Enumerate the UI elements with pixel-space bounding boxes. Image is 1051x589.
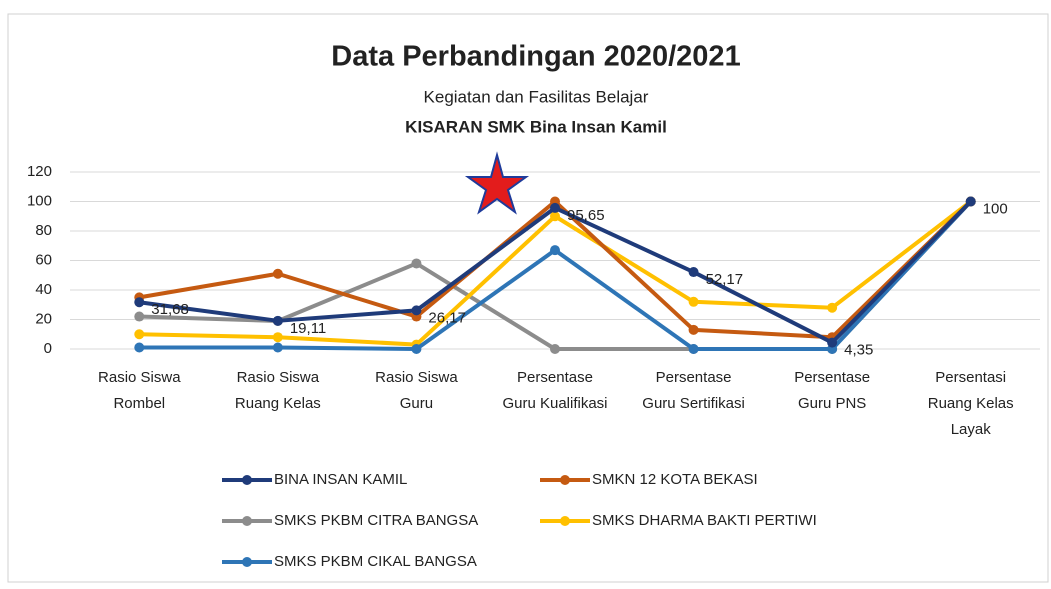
legend-label: SMKN 12 KOTA BEKASI [592, 471, 758, 488]
legend-marker [242, 475, 252, 485]
data-point [827, 337, 838, 348]
data-label: 52,17 [706, 271, 744, 288]
y-tick-label: 60 [35, 251, 52, 268]
chart-subtitle: Kegiatan dan Fasilitas Belajar [424, 87, 649, 106]
x-tick-label: Ruang Kelas [235, 395, 321, 412]
data-point [688, 296, 699, 307]
data-point [688, 267, 699, 278]
x-tick-label: Persentasi [935, 369, 1006, 386]
data-point [134, 311, 145, 322]
data-point [411, 305, 422, 316]
data-label: 4,35 [844, 342, 873, 359]
data-label: 19,11 [290, 320, 326, 337]
data-point [827, 302, 838, 313]
data-point [965, 196, 976, 207]
data-label: 95,65 [567, 207, 605, 224]
data-point [134, 297, 145, 308]
legend-label: SMKS PKBM CIKAL BANGSA [274, 553, 477, 570]
legend-label: SMKS PKBM CITRA BANGSA [274, 512, 478, 529]
chart-title: Data Perbandingan 2020/2021 [331, 41, 740, 73]
y-tick-label: 120 [27, 163, 52, 180]
data-point [134, 342, 145, 353]
data-label: 31,68 [151, 301, 189, 318]
data-point [688, 344, 699, 354]
data-label: 26,17 [428, 309, 466, 326]
data-point [550, 202, 560, 213]
data-point [272, 342, 283, 353]
y-tick-label: 40 [35, 281, 52, 298]
x-tick-label: Persentase [656, 369, 732, 386]
y-tick-label: 0 [44, 340, 52, 357]
data-point [550, 245, 560, 256]
legend-marker [560, 516, 570, 526]
data-point [411, 344, 422, 354]
data-point [688, 324, 699, 335]
star-annotation [464, 151, 530, 215]
legend-marker [242, 516, 252, 526]
chart-subtitle: KISARAN SMK Bina Insan Kamil [405, 117, 667, 136]
x-tick-label: Persentase [794, 369, 870, 386]
legend-label: SMKS DHARMA BAKTI PERTIWI [592, 512, 817, 529]
data-point [550, 344, 560, 354]
x-tick-label: Persentase [517, 369, 593, 386]
data-point [411, 258, 422, 269]
y-tick-label: 20 [35, 310, 52, 327]
x-tick-label: Guru Sertifikasi [642, 395, 745, 412]
x-tick-label: Rasio Siswa [237, 369, 320, 386]
y-tick-label: 80 [35, 222, 52, 239]
x-tick-label: Guru PNS [798, 395, 866, 412]
x-tick-label: Layak [951, 421, 992, 438]
data-point [272, 268, 283, 279]
x-tick-label: Guru Kualifikasi [502, 395, 607, 412]
x-tick-label: Guru [400, 395, 433, 412]
x-tick-label: Ruang Kelas [928, 395, 1014, 412]
x-tick-label: Rombel [113, 395, 165, 412]
y-tick-label: 100 [27, 192, 52, 209]
x-tick-label: Rasio Siswa [375, 369, 458, 386]
legend-marker [242, 557, 252, 567]
data-point [272, 315, 283, 326]
legend-label: BINA INSAN KAMIL [274, 471, 407, 488]
legend-marker [560, 475, 570, 485]
data-point [272, 332, 283, 343]
x-tick-label: Rasio Siswa [98, 369, 181, 386]
data-label: 100 [983, 200, 1008, 217]
data-point [550, 211, 560, 222]
data-point [134, 329, 145, 340]
